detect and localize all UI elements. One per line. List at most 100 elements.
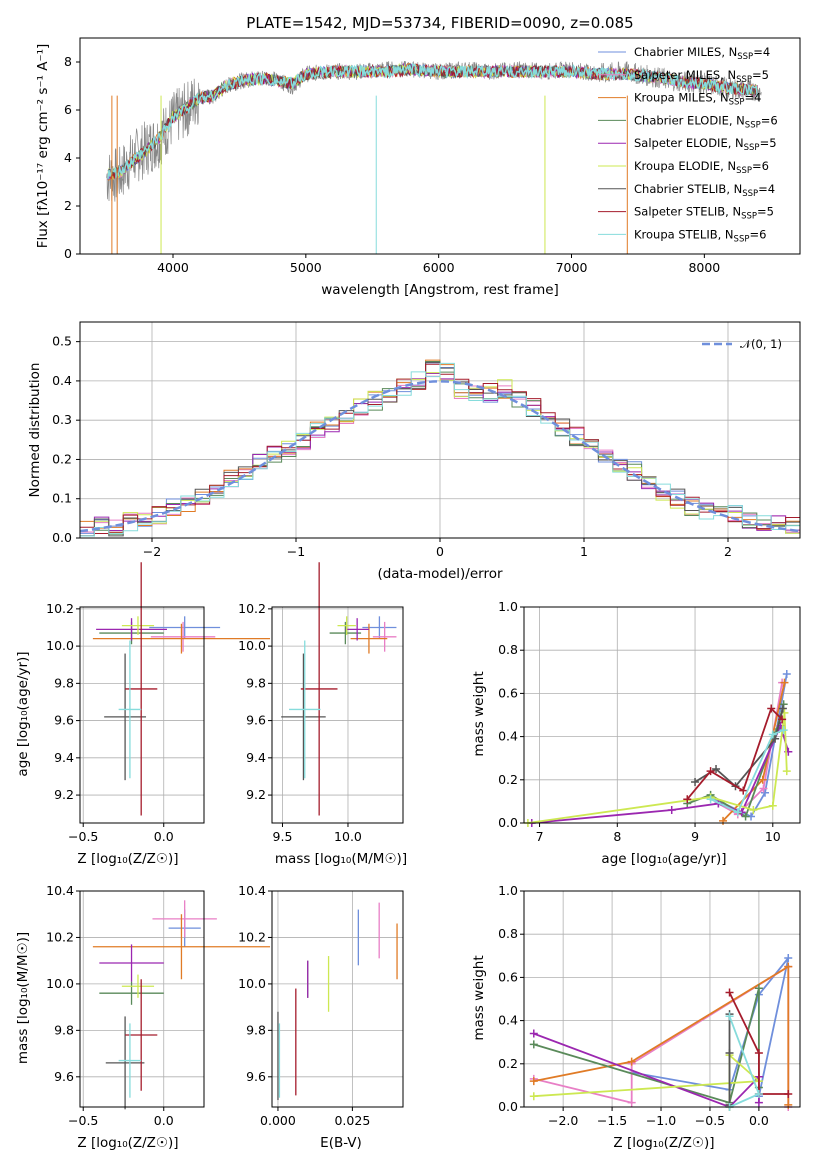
legend-nssp-value: =5 [752,68,769,82]
spectrum-xtick-label: 8000 [688,260,720,275]
weight-line [728,1015,761,1108]
spectrum-ytick-label: 6 [64,102,72,117]
weight-marker [782,767,791,776]
legend-nssp-value: =5 [757,205,774,219]
legend-label: Salpeter STELIB, NSSP=5 [634,205,774,222]
mass-z-ytick-label: 9.8 [54,1022,74,1037]
weight-marker [754,1090,763,1099]
mass-z-ylabel: mass [log₁₀(M/M☉)] [15,932,31,1064]
weight-marker [706,767,715,776]
weight-marker [627,1057,636,1066]
weight-z-ytick-label: 0.6 [498,969,518,984]
mass-ebv-ytick-label: 9.6 [246,1069,266,1084]
weight-marker [725,1049,734,1057]
mass-ebv-ytick-label: 10.4 [238,883,266,898]
spectrum-ytick-label: 2 [64,198,72,213]
weight-age-ytick-label: 0.4 [498,729,518,744]
weight-marker [758,775,767,784]
weight-marker [767,704,776,713]
weight-z-xlabel: Z [log₁₀(Z/Z☉)] [613,1135,714,1151]
weight-marker [784,953,793,962]
weight-age-xtick-label: 7 [536,829,544,844]
residuals-ytick-label: 0.1 [52,491,72,506]
mass-z-xtick-label: 0.0 [154,1113,174,1128]
residuals-histogram-step [80,362,800,537]
residuals-ylabel: Normed distribution [27,363,43,498]
weight-marker [733,808,742,817]
residuals-xlabel: (data-model)/error [377,566,503,582]
legend-nssp-prefix: , N [725,205,741,219]
spectrum-xtick-label: 5000 [290,260,322,275]
legend-nssp-value: =4 [758,182,775,196]
weight-marker [739,786,748,795]
residuals-ytick-label: 0.0 [52,530,72,545]
residuals-ytick-label: 0.3 [52,412,72,427]
legend-nssp-subscript: SSP [737,52,753,62]
mass-ebv-xlabel: E(B-V) [320,1135,362,1151]
residuals-xtick-label: −1 [287,544,305,559]
age-z-xtick-label: 0.0 [154,829,174,844]
age-mass-ytick-label: 10.2 [238,601,266,616]
weight-marker [627,1098,636,1107]
spectrum-xtick-label: 6000 [423,260,455,275]
weight-marker [759,784,768,793]
age-mass-ytick-label: 10.0 [238,638,266,653]
legend-nssp-subscript: SSP [734,234,750,244]
age-z-ytick-label: 9.6 [54,713,74,728]
spectrum-ylabel: Flux [fλ10⁻¹⁷ erg cm⁻² s⁻¹ A⁻¹] [35,44,51,249]
weight-z-panel: −2.0 −1.5 −1.0 −0.5 0.0 0.0 0.2 0.4 0.6 0.8 1.0 [498,883,801,1128]
legend-model-name: Salpeter ELODIE [634,136,728,150]
weight-marker [780,678,789,687]
legend-model-name: Chabrier ELODIE [634,113,729,127]
age-z-ytick-label: 10.2 [46,601,74,616]
weight-marker [706,795,715,804]
legend-model-name: Salpeter STELIB [634,205,725,219]
weight-age-ylabel: mass weight [471,671,487,756]
legend-label: Kroupa STELIB, NSSP=6 [634,227,766,244]
spectrum-ytick-label: 8 [64,54,72,69]
legend-nssp-subscript: SSP [744,143,760,153]
age-z-ytick-label: 9.2 [54,787,74,802]
legend-model-name: Kroupa STELIB [634,227,718,241]
age-z-frame [79,606,205,824]
weight-z-xtick-label: 0.0 [749,1113,769,1128]
legend-nssp-prefix: , N [720,68,736,82]
weight-age-ytick-label: 0.6 [498,685,518,700]
residuals-xtick-label: 2 [724,544,732,559]
mass-z-xtick-label: −0.5 [68,1113,98,1128]
legend-nssp-prefix: , N [718,227,734,241]
weight-age-xtick-label: 8 [613,829,621,844]
weight-age-xlabel: age [log₁₀(age/yr)] [601,851,726,867]
figure-title: PLATE=1542, MJD=53734, FIBERID=0090, z=0… [246,14,633,32]
weight-marker [771,734,780,743]
legend-nssp-prefix: , N [728,136,744,150]
mass-ebv-ytick-label: 9.8 [246,1022,266,1037]
weight-marker [779,726,788,735]
mass-ebv-ytick-label: 10.0 [238,976,266,991]
spectrum-ytick-label: 0 [64,246,72,261]
weight-line [533,1032,760,1109]
weight-age-ytick-label: 0.8 [498,642,518,657]
weight-age-ytick-label: 0.0 [498,815,518,830]
legend-nssp-prefix: , N [713,91,729,105]
weight-age-ytick-label: 0.2 [498,772,518,787]
weight-z-ytick-label: 0.4 [498,1013,518,1028]
weight-line [533,1053,762,1107]
weight-line [710,729,785,814]
weight-z-ytick-label: 0.0 [498,1099,518,1114]
spectrum-xtick-label: 7000 [556,260,588,275]
weight-marker [779,700,788,709]
legend-nssp-prefix: , N [729,113,745,127]
weight-marker [784,1090,793,1099]
age-mass-ytick-label: 9.2 [246,787,266,802]
legend-nssp-prefix: , N [721,45,737,59]
weight-marker [691,777,700,786]
weight-marker [719,816,728,825]
age-z-xtick-label: −0.5 [68,829,98,844]
weight-marker [667,806,676,815]
legend-label: Kroupa ELODIE, NSSP=6 [634,159,769,176]
weight-age-panel: 7 8 9 10 0.0 0.2 0.4 0.6 0.8 1.0 [498,599,801,844]
normal-curve [79,380,801,533]
weight-line [527,712,788,824]
